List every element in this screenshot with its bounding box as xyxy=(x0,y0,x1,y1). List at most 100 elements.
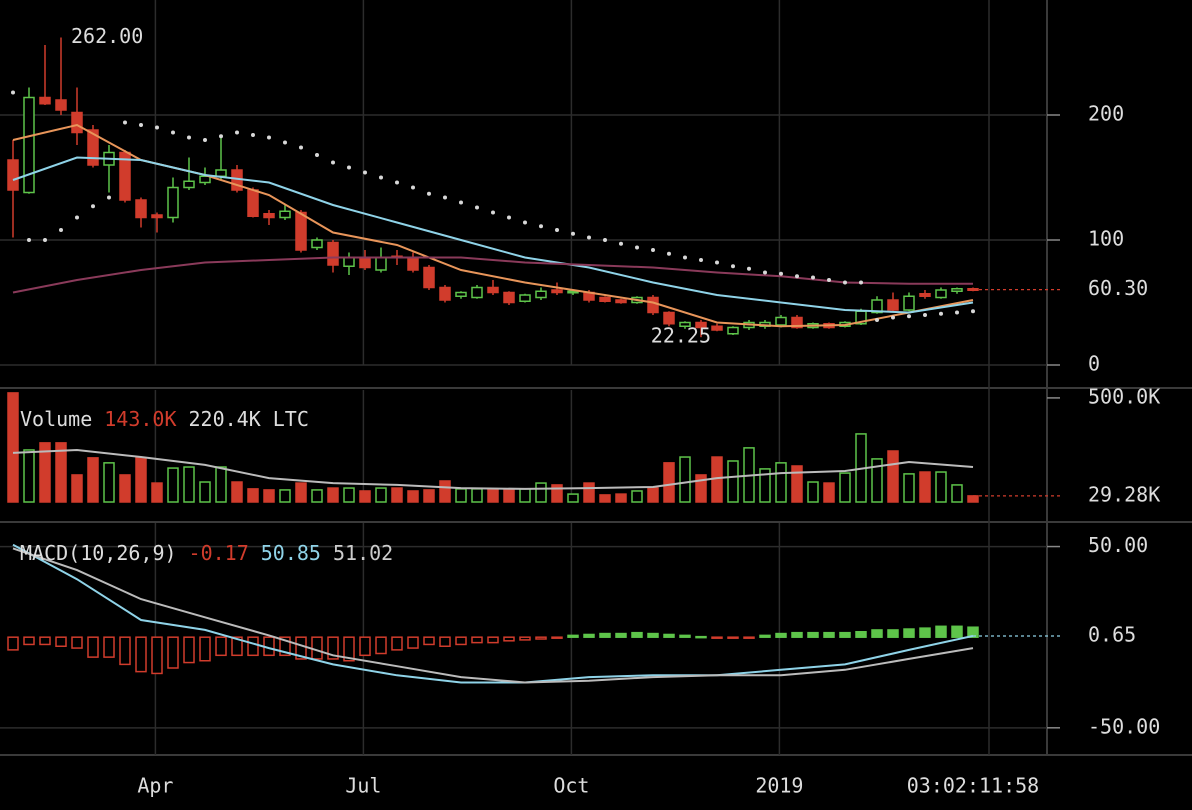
histogram-bar xyxy=(295,636,307,660)
histogram-bar xyxy=(583,633,595,638)
histogram-bar xyxy=(391,636,403,651)
volume-bar xyxy=(23,449,35,503)
sar-dot xyxy=(123,120,127,125)
sar-dot xyxy=(347,165,351,170)
histogram-bar xyxy=(967,626,979,638)
volume-bar xyxy=(919,471,931,503)
candle-body xyxy=(359,256,371,269)
candle-body xyxy=(279,210,291,219)
histogram-bar xyxy=(839,631,851,638)
candle-body xyxy=(183,180,195,189)
histogram-bar xyxy=(551,636,563,639)
histogram-bar xyxy=(7,636,19,651)
sar-dot xyxy=(843,280,847,285)
sar-dot xyxy=(923,313,927,317)
candle-body xyxy=(775,316,787,326)
volume-bar xyxy=(295,482,307,503)
volume-bar xyxy=(199,481,211,503)
volume-bar xyxy=(327,487,339,503)
candle-body xyxy=(519,294,531,302)
histogram-bar xyxy=(279,636,291,657)
sar-dot xyxy=(219,134,223,139)
histogram-bar xyxy=(743,636,755,639)
histogram-bar xyxy=(887,629,899,638)
candle-body xyxy=(951,288,963,292)
volume-bar xyxy=(663,462,675,503)
histogram-bar xyxy=(23,636,35,646)
legend-item: 50.85 xyxy=(261,541,321,565)
sar-dot xyxy=(395,180,399,185)
volume-bar xyxy=(135,457,147,503)
sar-dot xyxy=(11,90,15,95)
volume-bar xyxy=(471,488,483,503)
histogram-bar xyxy=(823,631,835,638)
candle-body xyxy=(55,99,67,111)
last-value-label: 60.30 xyxy=(1088,276,1148,300)
histogram-bar xyxy=(663,633,675,638)
sar-dot xyxy=(187,135,191,140)
y-tick-label: 100 xyxy=(1088,227,1124,251)
sar-dot xyxy=(507,215,511,220)
volume-bar xyxy=(503,488,515,503)
volume-bar xyxy=(279,489,291,503)
volume-bar xyxy=(423,489,435,503)
histogram-bar xyxy=(871,629,883,638)
histogram-bar xyxy=(631,631,643,638)
volume-bar xyxy=(695,474,707,503)
candle-body xyxy=(199,175,211,184)
candle-body xyxy=(7,159,19,191)
histogram-bar xyxy=(759,634,771,638)
legend: MACD(10,26,9) -0.17 50.85 51.02 xyxy=(20,541,393,565)
sar-dot xyxy=(699,258,703,262)
candle-body xyxy=(247,189,259,217)
candle-body xyxy=(551,289,563,294)
volume-bar xyxy=(791,465,803,503)
sar-dot xyxy=(619,241,623,246)
histogram-bar xyxy=(375,636,387,655)
volume-bar xyxy=(87,457,99,503)
histogram-bar xyxy=(519,636,531,641)
indicator-line xyxy=(12,547,974,684)
legend-item: 51.02 xyxy=(333,541,393,565)
candle-body xyxy=(455,291,467,297)
sar-dot xyxy=(235,130,239,135)
sar-dot xyxy=(475,205,479,210)
volume-bar xyxy=(631,490,643,503)
sar-dot xyxy=(635,245,639,250)
volume-bar xyxy=(103,462,115,503)
candle-body xyxy=(343,256,355,267)
sar-dot xyxy=(763,270,767,275)
high-label: 262.00 xyxy=(71,24,143,48)
histogram-bar xyxy=(87,636,99,658)
volume-bar xyxy=(247,488,259,503)
histogram-bar xyxy=(647,632,659,638)
sar-dot xyxy=(715,260,719,265)
y-tick-label: 0 xyxy=(1088,352,1100,376)
candle-body xyxy=(119,151,131,201)
volume-bar xyxy=(951,484,963,503)
candle-body xyxy=(567,290,579,294)
candle-body xyxy=(903,295,915,311)
candle-body xyxy=(87,129,99,166)
sar-dot xyxy=(459,200,463,205)
volume-bar xyxy=(599,494,611,503)
candle-body xyxy=(135,199,147,219)
candle-body xyxy=(23,96,35,194)
histogram-bar xyxy=(359,636,371,657)
volume-bar xyxy=(455,488,467,503)
volume-bar xyxy=(119,474,131,503)
sar-dot xyxy=(155,125,159,130)
candle-body xyxy=(711,325,723,331)
histogram-bar xyxy=(55,636,67,647)
histogram-bar xyxy=(247,636,259,657)
x-tick-label: Oct xyxy=(553,774,589,798)
volume-bar xyxy=(39,442,51,503)
volume-bar xyxy=(567,493,579,503)
sar-dot xyxy=(491,210,495,215)
histogram-bar xyxy=(439,636,451,647)
sar-dot xyxy=(795,274,799,279)
histogram-bar xyxy=(215,636,227,657)
volume-bar xyxy=(759,468,771,503)
volume-bar xyxy=(391,487,403,503)
histogram-bar xyxy=(455,636,467,646)
